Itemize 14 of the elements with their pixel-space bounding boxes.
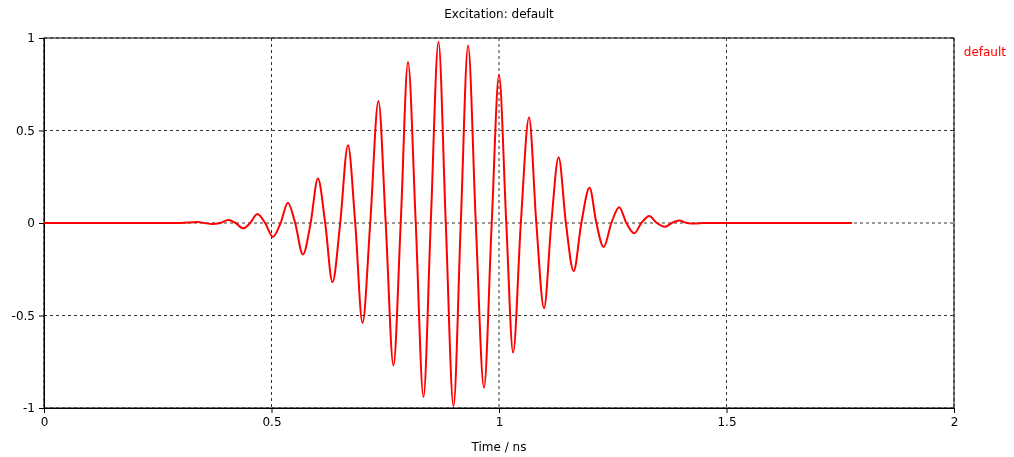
x-tick-label: 0.5 [262, 414, 282, 429]
y-tick-label: 0 [27, 216, 35, 231]
x-tick-label: 1.5 [717, 414, 737, 429]
y-tick-label: 0.5 [15, 123, 35, 138]
y-tick-label: -1 [23, 401, 35, 416]
y-tick-label: 1 [27, 31, 35, 46]
x-tick-label: 2 [950, 414, 959, 429]
x-axis-title: Time / ns [470, 440, 527, 454]
line-series [43, 40, 854, 408]
y-tick-label: -0.5 [11, 308, 35, 323]
text: default [963, 45, 1007, 59]
chart-title: Excitation: default [444, 7, 555, 21]
x-tick-label: 0 [40, 414, 49, 429]
x-tick-label: 1 [495, 414, 504, 429]
